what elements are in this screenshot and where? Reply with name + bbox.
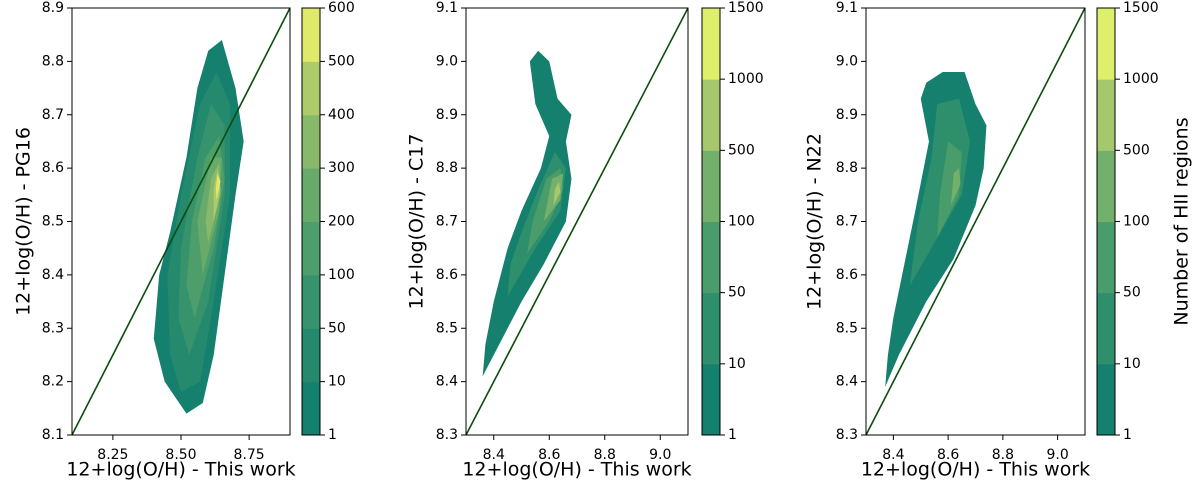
colorbar-band [1097, 363, 1115, 436]
colorbar-band [702, 221, 720, 294]
y-tick-label: 8.6 [436, 267, 458, 283]
y-tick-label: 9.1 [836, 0, 858, 16]
y-axis-label: 12+log(O/H) - C17 [406, 134, 428, 310]
colorbar-band [1097, 150, 1115, 222]
y-tick-label: 8.4 [836, 374, 858, 390]
identity-line [465, 7, 689, 436]
colorbar-tick-label: 1500 [728, 0, 764, 16]
y-tick-label: 8.9 [42, 0, 64, 16]
colorbar-tick-label: 100 [728, 214, 755, 230]
y-tick-label: 8.3 [436, 427, 458, 443]
y-tick-label: 8.2 [42, 374, 64, 390]
x-tick-label: 8.75 [234, 447, 265, 463]
colorbar-band [302, 61, 320, 116]
colorbar-tick-label: 100 [328, 267, 355, 283]
x-tick-label: 8.6 [937, 447, 959, 463]
x-tick-label: 8.50 [165, 447, 196, 463]
colorbar-tick-label: 10 [1123, 356, 1141, 372]
colorbar-tick-label: 1 [1123, 427, 1132, 443]
y-tick-label: 8.5 [42, 214, 64, 230]
colorbar-tick-label: 1000 [728, 71, 764, 87]
y-axis-label: 12+log(O/H) - PG16 [13, 127, 35, 316]
colorbar-band [302, 114, 320, 169]
y-tick-label: 9.0 [836, 53, 858, 69]
colorbar-tick-label: 500 [328, 53, 355, 69]
colorbar-tick-label: 100 [1123, 214, 1150, 230]
colorbar-tick-label: 1 [728, 427, 737, 443]
x-tick-label: 8.4 [483, 447, 505, 463]
colorbar-tick-label: 1500 [1123, 0, 1159, 16]
y-tick-label: 8.6 [42, 160, 64, 176]
x-axis-label: 12+log(O/H) - This work [66, 459, 295, 481]
colorbar-band [1097, 292, 1115, 365]
colorbar-band [302, 381, 320, 436]
colorbar-tick-label: 500 [1123, 142, 1150, 158]
contour-region [950, 168, 961, 206]
colorbar-tick-label: 1 [328, 427, 337, 443]
colorbar-band [702, 150, 720, 222]
colorbar-tick-label: 600 [328, 0, 355, 16]
colorbar-tick-label: 400 [328, 107, 355, 123]
x-tick-label: 8.8 [992, 447, 1014, 463]
contour-region [553, 181, 561, 206]
y-tick-label: 8.4 [436, 374, 458, 390]
colorbar-band [302, 328, 320, 383]
colorbar-tick-label: 50 [1123, 285, 1141, 301]
x-tick-label: 8.8 [594, 447, 616, 463]
y-tick-label: 8.6 [836, 267, 858, 283]
y-tick-label: 9.0 [436, 53, 458, 69]
y-tick-label: 8.9 [436, 107, 458, 123]
y-tick-label: 8.8 [42, 53, 64, 69]
colorbar-band [302, 274, 320, 329]
y-axis-label: 12+log(O/H) - N22 [804, 133, 826, 310]
x-tick-label: 9.0 [649, 447, 671, 463]
y-tick-label: 8.7 [436, 214, 458, 230]
x-axis-label: 12+log(O/H) - This work [462, 459, 691, 481]
y-tick-label: 8.1 [42, 427, 64, 443]
y-tick-label: 8.9 [836, 107, 858, 123]
identity-line [865, 7, 1086, 436]
colorbar-tick-label: 300 [328, 160, 355, 176]
colorbar-band [1097, 221, 1115, 294]
colorbar-band [1097, 79, 1115, 151]
x-axis-label: 12+log(O/H) - This work [861, 459, 1090, 481]
colorbar-tick-label: 1000 [1123, 71, 1159, 87]
contour-region [482, 50, 572, 377]
y-tick-label: 9.1 [436, 0, 458, 16]
identity-line [71, 7, 291, 436]
colorbar-band [302, 221, 320, 276]
colorbar-label: Number of HII regions [1171, 117, 1193, 325]
colorbar-tick-label: 10 [728, 356, 746, 372]
contour-region [909, 98, 971, 286]
colorbar-band [702, 79, 720, 151]
y-tick-label: 8.3 [42, 320, 64, 336]
y-tick-label: 8.5 [436, 320, 458, 336]
colorbar-tick-label: 10 [328, 374, 346, 390]
colorbar-band [702, 8, 720, 80]
y-tick-label: 8.7 [42, 107, 64, 123]
contour-region [937, 141, 962, 238]
y-tick-label: 8.8 [436, 160, 458, 176]
x-tick-label: 9.0 [1046, 447, 1068, 463]
x-tick-label: 8.4 [882, 447, 904, 463]
colorbar-band [302, 168, 320, 222]
y-tick-label: 8.3 [836, 427, 858, 443]
colorbar-tick-label: 200 [328, 214, 355, 230]
x-tick-label: 8.6 [538, 447, 560, 463]
colorbar-band [302, 8, 320, 62]
colorbar-tick-label: 50 [328, 320, 346, 336]
colorbar-tick-label: 500 [728, 142, 755, 158]
colorbar-band [702, 292, 720, 365]
y-tick-label: 8.5 [836, 320, 858, 336]
x-tick-label: 8.25 [97, 447, 128, 463]
y-tick-label: 8.4 [42, 267, 64, 283]
y-tick-label: 8.7 [836, 214, 858, 230]
colorbar-tick-label: 50 [728, 285, 746, 301]
contour-region [215, 173, 221, 201]
colorbar-band [702, 363, 720, 436]
y-tick-label: 8.8 [836, 160, 858, 176]
colorbar-band [1097, 8, 1115, 80]
